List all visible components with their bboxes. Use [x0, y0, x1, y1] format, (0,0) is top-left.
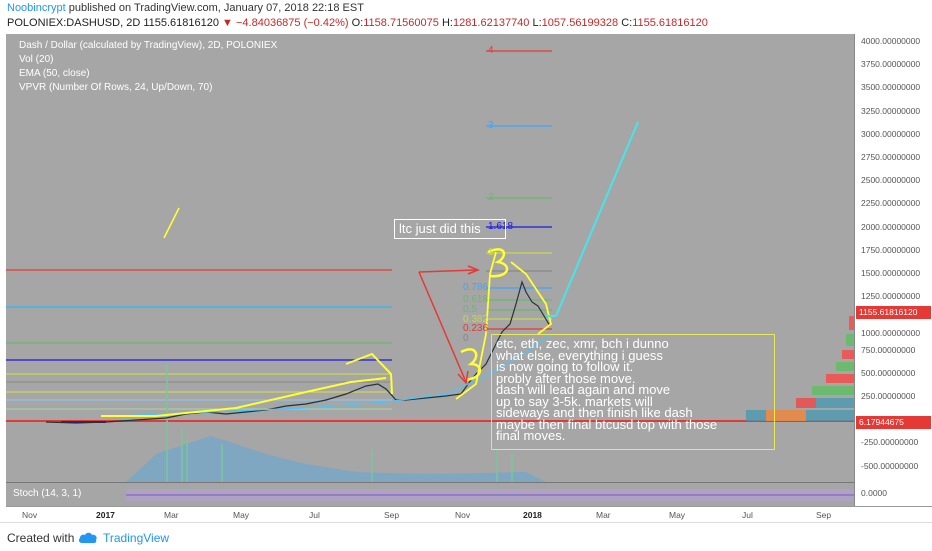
- time-tick: Mar: [164, 510, 179, 520]
- time-tick: Nov: [455, 510, 471, 520]
- note-line: sideways and then finish like dash: [496, 405, 693, 420]
- vpvr-profile: [746, 316, 854, 421]
- price-tick: 3000.00000000: [861, 129, 921, 139]
- price-tick: 2250.00000000: [861, 198, 921, 208]
- price-tick: 2500.00000000: [861, 175, 921, 185]
- ltc-callout-text[interactable]: ltc just did this: [394, 219, 506, 239]
- open-label: O:: [351, 17, 364, 29]
- time-tick: Jul: [742, 510, 753, 520]
- price-chart-pane[interactable]: Dash / Dollar (calculated by TradingView…: [6, 34, 854, 482]
- time-tick: Mar: [596, 510, 611, 520]
- time-tick: 2017: [96, 510, 115, 520]
- fib-label-0: 0: [463, 333, 469, 344]
- stoch-tick: 0.0000: [861, 488, 887, 498]
- ema-legend[interactable]: EMA (50, close): [19, 68, 90, 79]
- fib-label-3: 3: [488, 120, 494, 131]
- price-tick: -500.00000000: [861, 461, 919, 471]
- price-tick: 1500.00000000: [861, 268, 921, 278]
- stoch-legend[interactable]: Stoch (14, 3, 1): [13, 488, 82, 499]
- high-label: H:: [441, 17, 453, 29]
- footer: Created with TradingView: [0, 522, 932, 551]
- created-with-text: Created with: [7, 531, 75, 545]
- fib-label-0786: 0.786: [463, 282, 489, 293]
- yellow-trend-drawing: [101, 377, 387, 417]
- low-price-badge: 6.17944675: [856, 416, 931, 429]
- stoch-pane[interactable]: Stoch (14, 3, 1): [6, 482, 854, 507]
- fib-label-0382: 0.382: [463, 314, 489, 325]
- note-line: etc, eth, zec, xmr, bch i dunno: [496, 336, 669, 351]
- note-line: final moves.: [496, 428, 566, 443]
- tradingview-cloud-icon: [78, 531, 98, 549]
- chart-title-legend[interactable]: Dash / Dollar (calculated by TradingView…: [19, 40, 278, 51]
- ema-line: [115, 333, 553, 417]
- high-value: 1281.62137740: [452, 17, 530, 29]
- symbol-label[interactable]: POLONIEX:DASHUSD, 2D: [7, 17, 141, 29]
- ohlc-readout: POLONIEX:DASHUSD, 2D 1155.61816120 ▼ −4.…: [7, 17, 708, 29]
- red-arrow-2: [418, 271, 467, 383]
- price-tick: 2000.00000000: [861, 222, 921, 232]
- fib-label-0618: 0.618: [463, 294, 489, 305]
- close-value: 1155.61816120: [632, 17, 708, 29]
- close-label: C:: [621, 17, 633, 29]
- price-tick: 250.00000000: [861, 391, 916, 401]
- price-tick: 3750.00000000: [861, 59, 921, 69]
- note-line: probly after those move.: [496, 370, 636, 386]
- fib-label-2: 2: [488, 192, 494, 203]
- fib-label-0236: 0.236: [463, 323, 489, 334]
- author-link[interactable]: Noobincrypt: [7, 2, 66, 14]
- low-label: L:: [532, 17, 542, 29]
- price-tick: 2750.00000000: [861, 152, 921, 162]
- open-value: 1158.71560075: [363, 17, 439, 29]
- note-line: maybe then final btcusd top with those: [496, 416, 718, 432]
- price-tick: 750.00000000: [861, 345, 916, 355]
- projection-line: [555, 121, 639, 317]
- low-value: 1057.56199328: [541, 17, 619, 29]
- volume-bars: [166, 364, 513, 482]
- price-tick: 1750.00000000: [861, 245, 921, 255]
- wave-2-label: [460, 348, 482, 382]
- tradingview-brand-link[interactable]: TradingView: [103, 531, 170, 545]
- price-change: −4.84036875 (−0.42%): [236, 17, 349, 29]
- stoch-drawing: [126, 489, 854, 501]
- time-tick: Sep: [384, 510, 400, 520]
- analysis-note[interactable]: etc, eth, zec, xmr, bch i dunno what els…: [491, 334, 775, 450]
- last-price: 1155.61816120: [143, 17, 219, 29]
- fib-label-1: 1: [488, 247, 494, 258]
- price-tick: 500.00000000: [861, 368, 916, 378]
- price-tick: 3250.00000000: [861, 106, 921, 116]
- price-tick: 1000.00000000: [861, 328, 921, 338]
- time-tick: May: [233, 510, 250, 520]
- price-tick: -250.00000000: [861, 437, 919, 447]
- volume-area: [126, 436, 546, 482]
- chart-drawing: [6, 50, 854, 482]
- time-tick: Jul: [309, 510, 320, 520]
- publish-text: published on TradingView.com, January 07…: [65, 2, 364, 14]
- wave-3-label: [487, 248, 509, 278]
- price-tick: 4000.00000000: [861, 36, 921, 46]
- time-tick: 2018: [523, 510, 542, 520]
- price-axis[interactable]: 4000.00000000 3750.00000000 3500.0000000…: [854, 34, 932, 482]
- fib-label-05: 0.5: [463, 304, 477, 315]
- stoch-axis: 0.0000: [854, 482, 932, 506]
- note-line: is now going to follow it.: [496, 359, 634, 374]
- note-line: dash will lead again and move: [496, 382, 671, 397]
- down-arrow-icon: ▼: [222, 17, 233, 29]
- price-tick: 3500.00000000: [861, 82, 921, 92]
- time-tick: May: [669, 510, 686, 520]
- price-tick: 1250.00000000: [861, 291, 921, 301]
- publish-info: Noobincrypt published on TradingView.com…: [7, 2, 364, 14]
- fib-label-4: 4: [488, 45, 494, 56]
- volume-legend[interactable]: Vol (20): [19, 54, 54, 65]
- note-line: what else, everything i guess: [496, 347, 663, 363]
- last-price-badge: 1155.61816120: [856, 306, 931, 319]
- time-tick: Sep: [816, 510, 832, 520]
- chart-header: Noobincrypt published on TradingView.com…: [0, 0, 932, 34]
- fib-label-1618: 1.618: [488, 221, 514, 232]
- vpvr-legend[interactable]: VPVR (Number Of Rows, 24, Up/Down, 70): [19, 82, 213, 93]
- time-tick: Nov: [22, 510, 38, 520]
- note-line: up to say 3-5k. markets will: [496, 393, 653, 409]
- yellow-stroke-mark: [163, 207, 180, 239]
- time-axis[interactable]: Nov 2017 Mar May Jul Sep Nov 2018 Mar Ma…: [6, 506, 932, 523]
- red-arrow-1: [418, 269, 477, 273]
